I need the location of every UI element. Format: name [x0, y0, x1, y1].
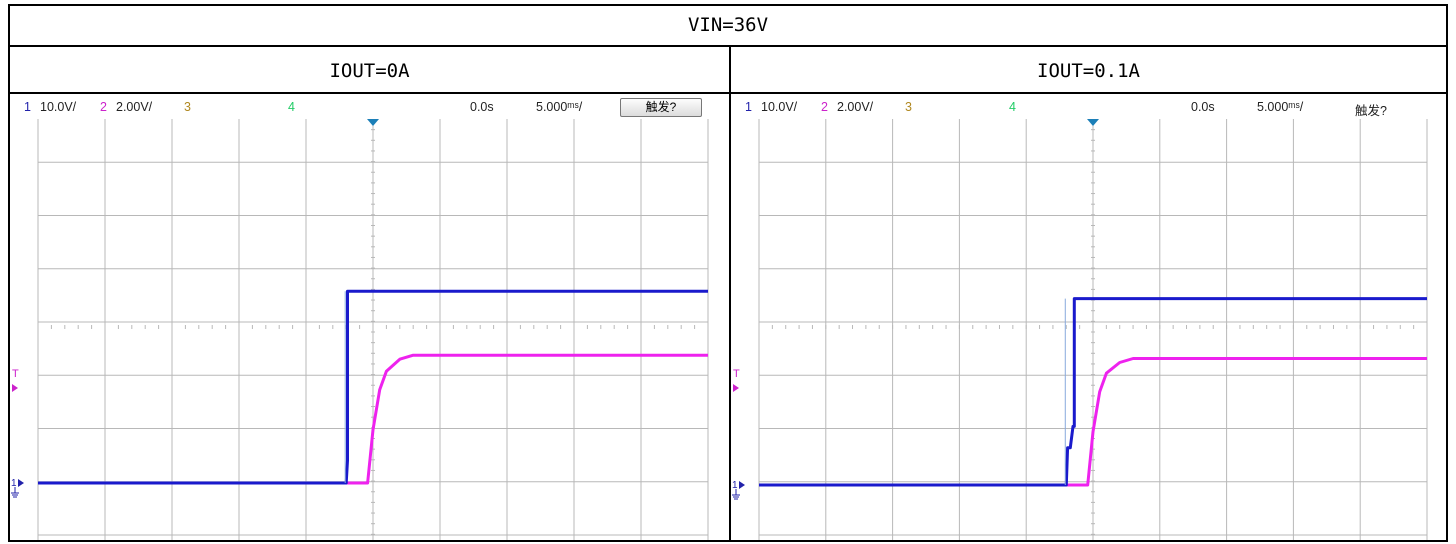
trigger-position-icon	[367, 119, 379, 126]
trigger-label: 触发?	[1355, 104, 1387, 118]
ch1-scale: 10.0V/	[40, 100, 77, 114]
ground-marker-icon	[739, 481, 745, 489]
ch1-trace	[38, 289, 708, 485]
ch2-trace	[759, 357, 1427, 487]
ch2-number: 2	[100, 100, 107, 114]
table-border-right	[1446, 4, 1448, 542]
ch4-number: 4	[288, 100, 295, 114]
trigger-button[interactable]: 触发?	[620, 98, 702, 117]
ch1-ground-marker: 1	[732, 480, 738, 491]
time-scale: 5.000ᵐˢ/	[1257, 100, 1304, 114]
scope-header: 1 10.0V/ 2 2.00V/ 3 4 0.0s 5.000ᵐˢ/ 触发?	[731, 97, 1446, 119]
scope-plot-right: T1	[732, 119, 1428, 540]
table-border-bottom	[8, 540, 1448, 542]
ground-icon	[11, 487, 19, 498]
trigger-position-icon	[1087, 119, 1099, 126]
scope-plot-left: T1	[11, 119, 709, 540]
ground-marker-icon	[18, 479, 24, 487]
trigger-label: 触发?	[645, 100, 677, 114]
table-rule-2	[8, 92, 1448, 94]
table-border-top	[8, 4, 1448, 6]
ch2-scale: 2.00V/	[837, 100, 874, 114]
ch3-number: 3	[184, 100, 191, 114]
trigger-level-marker: T	[12, 368, 19, 380]
ch2-number: 2	[821, 100, 828, 114]
time-position: 0.0s	[1191, 100, 1215, 114]
scope-panel-left: 1 10.0V/ 2 2.00V/ 3 4 0.0s 5.000ᵐˢ/ 触发? …	[10, 97, 729, 540]
scope-header: 1 10.0V/ 2 2.00V/ 3 4 0.0s 5.000ᵐˢ/ 触发?	[10, 97, 729, 119]
ch1-number: 1	[24, 100, 31, 114]
table-title: VIN=36V	[687, 14, 769, 36]
panel-label-right: IOUT=0.1A	[1037, 60, 1140, 82]
trigger-level-icon	[733, 384, 739, 392]
ch1-ground-marker: 1	[11, 478, 17, 489]
ch2-trace	[38, 353, 708, 485]
table-rule-1	[8, 45, 1448, 47]
scope-panel-right: 1 10.0V/ 2 2.00V/ 3 4 0.0s 5.000ᵐˢ/ 触发? …	[731, 97, 1446, 540]
ch3-number: 3	[905, 100, 912, 114]
trigger-level-marker: T	[733, 368, 740, 380]
table-border-left	[8, 4, 10, 542]
trigger-level-icon	[12, 384, 18, 392]
time-position: 0.0s	[470, 100, 494, 114]
ch1-trace	[759, 297, 1427, 487]
panel-label-left: IOUT=0A	[329, 60, 410, 82]
ch2-scale: 2.00V/	[116, 100, 153, 114]
table-divider	[729, 45, 731, 542]
ch4-number: 4	[1009, 100, 1016, 114]
ch1-number: 1	[745, 100, 752, 114]
ground-icon	[732, 489, 740, 500]
time-scale: 5.000ᵐˢ/	[536, 100, 583, 114]
ch1-scale: 10.0V/	[761, 100, 798, 114]
